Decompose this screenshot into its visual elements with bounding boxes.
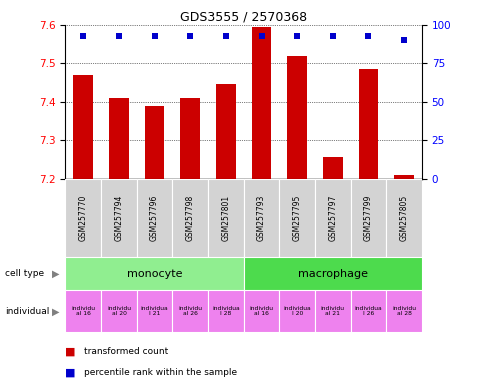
Text: ■: ■ [65, 346, 76, 356]
Bar [74, 75, 93, 179]
Text: monocyte: monocyte [127, 268, 182, 279]
Text: ■: ■ [65, 367, 76, 377]
FancyBboxPatch shape [208, 290, 243, 332]
FancyBboxPatch shape [172, 290, 208, 332]
FancyBboxPatch shape [350, 179, 385, 257]
Bar [393, 175, 413, 179]
Text: GSM257797: GSM257797 [328, 195, 337, 241]
Text: individu
al 26: individu al 26 [178, 306, 202, 316]
Text: individu
al 16: individu al 16 [71, 306, 95, 316]
Text: GSM257793: GSM257793 [257, 195, 266, 241]
Bar [358, 69, 378, 179]
Bar [145, 106, 164, 179]
Text: individua
l 28: individua l 28 [212, 306, 239, 316]
FancyBboxPatch shape [314, 290, 350, 332]
Text: ▶: ▶ [52, 307, 60, 317]
Text: percentile rank within the sample: percentile rank within the sample [84, 368, 237, 377]
Bar [216, 84, 235, 179]
FancyBboxPatch shape [136, 290, 172, 332]
Text: individua
l 26: individua l 26 [354, 306, 381, 316]
Text: cell type: cell type [5, 269, 44, 278]
Text: ▶: ▶ [52, 269, 60, 279]
FancyBboxPatch shape [243, 179, 279, 257]
FancyBboxPatch shape [279, 290, 314, 332]
FancyBboxPatch shape [101, 290, 136, 332]
Text: GSM257794: GSM257794 [114, 195, 123, 241]
FancyBboxPatch shape [350, 290, 385, 332]
Point [115, 33, 122, 39]
Bar [251, 27, 271, 179]
Text: individu
al 28: individu al 28 [392, 306, 415, 316]
FancyBboxPatch shape [136, 179, 172, 257]
Text: individua
l 20: individua l 20 [283, 306, 310, 316]
Text: GSM257796: GSM257796 [150, 195, 159, 241]
Text: GSM257770: GSM257770 [78, 195, 88, 241]
Point [399, 37, 407, 43]
FancyBboxPatch shape [243, 290, 279, 332]
Text: macrophage: macrophage [297, 268, 367, 279]
Point [364, 33, 372, 39]
Point [257, 33, 265, 39]
FancyBboxPatch shape [385, 179, 421, 257]
FancyBboxPatch shape [314, 179, 350, 257]
Text: GSM257798: GSM257798 [185, 195, 195, 241]
FancyBboxPatch shape [65, 179, 101, 257]
FancyBboxPatch shape [279, 179, 314, 257]
Title: GDS3555 / 2570368: GDS3555 / 2570368 [180, 11, 307, 24]
Point [328, 33, 336, 39]
Text: individual: individual [5, 307, 49, 316]
Text: GSM257801: GSM257801 [221, 195, 230, 241]
Text: GSM257795: GSM257795 [292, 195, 301, 241]
FancyBboxPatch shape [101, 179, 136, 257]
FancyBboxPatch shape [65, 257, 243, 290]
FancyBboxPatch shape [172, 179, 208, 257]
Point [151, 33, 158, 39]
FancyBboxPatch shape [65, 290, 101, 332]
Point [79, 33, 87, 39]
FancyBboxPatch shape [208, 179, 243, 257]
Text: transformed count: transformed count [84, 347, 168, 356]
Bar [322, 157, 342, 179]
Bar [287, 56, 306, 179]
Bar [109, 98, 128, 179]
Point [186, 33, 194, 39]
Bar [180, 98, 199, 179]
Point [293, 33, 301, 39]
Text: individu
al 20: individu al 20 [107, 306, 131, 316]
Text: individu
al 21: individu al 21 [320, 306, 344, 316]
Text: individu
al 16: individu al 16 [249, 306, 273, 316]
FancyBboxPatch shape [243, 257, 421, 290]
FancyBboxPatch shape [385, 290, 421, 332]
Point [222, 33, 229, 39]
Text: individua
l 21: individua l 21 [140, 306, 168, 316]
Text: GSM257805: GSM257805 [399, 195, 408, 241]
Text: GSM257799: GSM257799 [363, 195, 372, 241]
